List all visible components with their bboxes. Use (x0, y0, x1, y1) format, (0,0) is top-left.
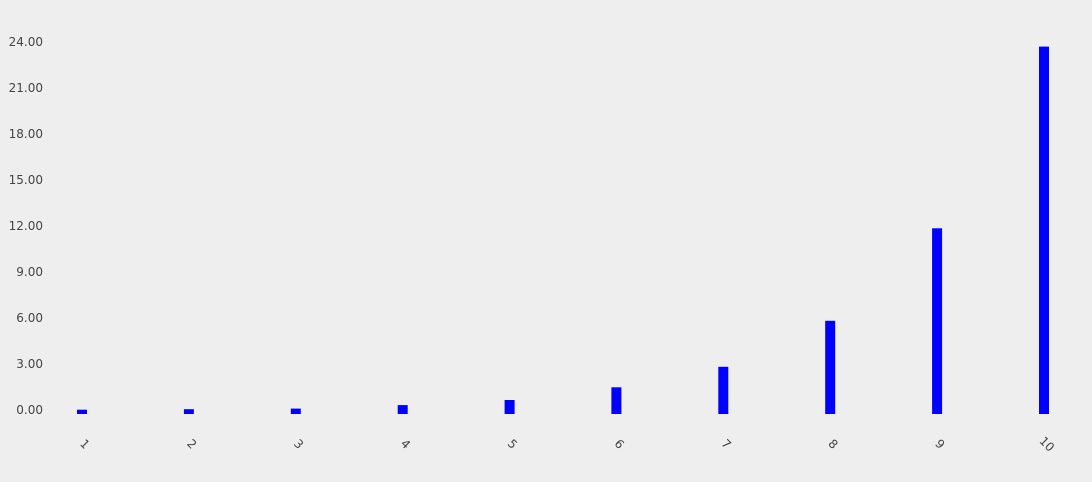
bar (932, 228, 943, 414)
bar (77, 409, 87, 414)
y-tick-label: 18.00 (9, 127, 43, 141)
x-tick-label: 1 (77, 437, 92, 452)
bar-series (77, 46, 1049, 414)
x-tick-label: 4 (398, 437, 413, 452)
y-tick-label: 9.00 (16, 265, 43, 279)
bar (397, 405, 408, 414)
x-tick-label: 5 (505, 437, 520, 452)
bar (611, 387, 622, 414)
x-axis: 1 2 3 4 5 6 7 8 9 10 (77, 434, 1057, 455)
x-tick-label: 3 (291, 437, 306, 452)
y-tick-label: 6.00 (16, 311, 43, 325)
bar (825, 320, 836, 414)
x-tick-label: 10 (1036, 434, 1057, 455)
y-tick-label: 15.00 (9, 173, 43, 187)
y-axis: 0.00 3.00 6.00 9.00 12.00 15.00 18.00 21.00 24.0… (9, 35, 43, 417)
bar (1039, 46, 1049, 414)
x-tick-label: 9 (932, 437, 947, 452)
bar (183, 409, 194, 414)
y-tick-label: 24.00 (9, 35, 43, 49)
y-tick-label: 0.00 (16, 403, 43, 417)
x-tick-label: 6 (612, 437, 627, 452)
y-tick-label: 12.00 (9, 219, 43, 233)
bar (718, 366, 729, 414)
x-tick-label: 8 (825, 437, 840, 452)
bar (290, 408, 301, 414)
y-tick-label: 21.00 (9, 81, 43, 95)
y-tick-label: 3.00 (16, 357, 43, 371)
x-tick-label: 2 (184, 437, 199, 452)
bar (504, 400, 515, 414)
x-tick-label: 7 (718, 437, 733, 452)
